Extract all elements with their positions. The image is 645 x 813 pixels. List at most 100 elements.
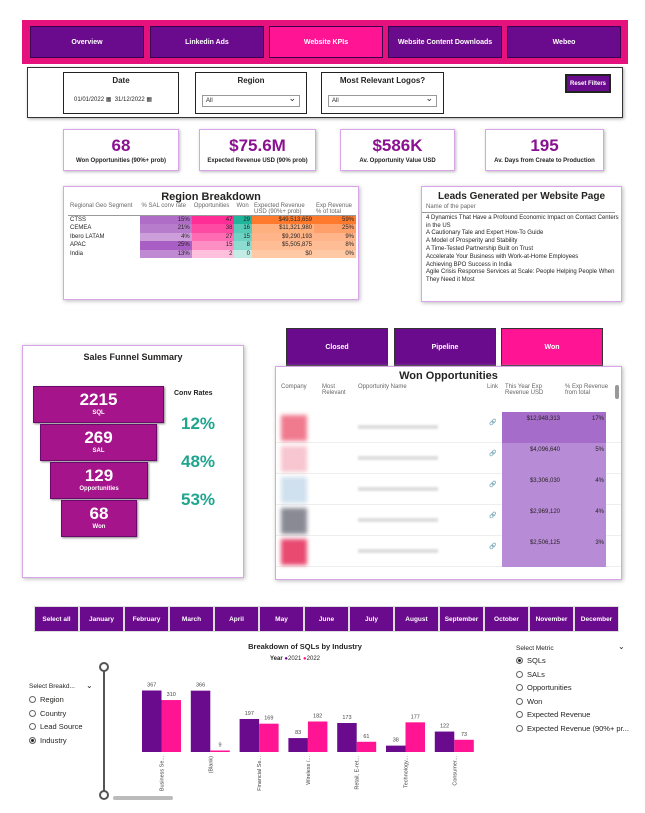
month-select-all[interactable]: Select all [34, 606, 79, 632]
bar-2021-1[interactable] [190, 690, 211, 752]
radio-industry[interactable]: Industry [29, 734, 83, 748]
month-march[interactable]: March [169, 606, 214, 632]
slider-handle[interactable] [99, 790, 109, 800]
bar-2021-4[interactable] [337, 723, 357, 752]
bar-2022-2[interactable] [259, 723, 279, 752]
legend-2021[interactable]: 2021 [287, 656, 302, 662]
chevron-down-icon[interactable]: ⌄ [618, 642, 625, 651]
list-item[interactable]: Achieving BPO Success in India [426, 261, 512, 268]
table-row[interactable]: 🔗 $2,969,120 4% [276, 505, 621, 536]
funnel-sal[interactable]: 269 SAL [40, 424, 157, 461]
bar-2021-0[interactable] [142, 690, 162, 752]
date-to-input[interactable]: 31/12/2022 [114, 97, 145, 103]
radio-expected-revenue-90-pr-[interactable]: Expected Revenue (90%+ pr... [516, 722, 629, 736]
radio-expected-revenue[interactable]: Expected Revenue [516, 708, 629, 722]
metric-label: Select Metric [516, 645, 554, 652]
month-october[interactable]: October [484, 606, 529, 632]
leads-header[interactable]: Name of the paper [422, 204, 615, 213]
col-header[interactable]: % Exp Revenue from total [565, 384, 609, 396]
legend-2022[interactable]: 2022 [306, 656, 320, 662]
list-item[interactable]: Accelerate Your Business with Work-at-Ho… [426, 253, 579, 260]
bar-2021-5[interactable] [386, 745, 406, 752]
radio-sqls[interactable]: SQLs [516, 654, 629, 668]
month-june[interactable]: June [304, 606, 349, 632]
tab-website-kpis[interactable]: Website KPIs [269, 26, 383, 58]
link-icon[interactable]: 🔗 [489, 482, 497, 488]
col-header[interactable]: Opportunity Name [358, 384, 407, 390]
funnel-sql[interactable]: 2215 SQL [33, 386, 164, 423]
tab-overview[interactable]: Overview [30, 26, 144, 58]
col-header[interactable]: Won [236, 203, 249, 209]
bar-2021-3[interactable] [288, 738, 308, 752]
table-row[interactable]: India 13% 2 0 $0 0% [68, 249, 356, 258]
col-header[interactable]: Link [487, 384, 499, 390]
month-february[interactable]: February [124, 606, 169, 632]
bar-2022-3[interactable] [307, 721, 328, 752]
table-row[interactable]: Ibero LATAM 4% 27 15 $9,290,193 9% [68, 232, 356, 241]
table-row[interactable]: 🔗 $3,306,030 4% [276, 474, 621, 505]
date-from-input[interactable]: 01/01/2022 [74, 97, 105, 103]
link-icon[interactable]: 🔗 [489, 451, 497, 457]
list-item[interactable]: 4 Dynamics That Have a Profound Economic… [426, 214, 619, 229]
month-august[interactable]: August [394, 606, 439, 632]
table-row[interactable]: 🔗 $12,948,313 17% [276, 412, 621, 443]
funnel-won[interactable]: 68 Won [61, 500, 137, 537]
radio-won[interactable]: Won [516, 695, 629, 709]
radio-region[interactable]: Region [29, 693, 83, 707]
list-item[interactable]: Agile Crisis Response Services at Scale:… [426, 269, 615, 284]
pipeline-button[interactable]: Pipeline [394, 328, 496, 366]
calendar-icon[interactable]: ▦ [105, 97, 112, 103]
logos-dropdown[interactable]: All [328, 93, 437, 107]
tab-linkedin-ads[interactable]: Linkedin Ads [150, 26, 264, 58]
col-header[interactable]: Company [281, 384, 307, 390]
radio-opportunities[interactable]: Opportunities [516, 681, 629, 695]
table-row[interactable]: 🔗 $4,096,640 5% [276, 443, 621, 474]
bar-2022-6[interactable] [454, 739, 474, 752]
link-icon[interactable]: 🔗 [489, 544, 497, 550]
col-header[interactable]: Exp Revenue % of total [316, 203, 353, 215]
bar-2021-6[interactable] [434, 731, 455, 752]
slider-handle[interactable] [99, 662, 109, 672]
list-item[interactable]: A Model of Prosperity and Stability [426, 238, 518, 245]
table-row[interactable]: APAC 25% 15 8 $5,505,875 8% [68, 241, 356, 250]
bar-2021-2[interactable] [239, 718, 260, 752]
col-header[interactable]: Most Relevant [322, 384, 346, 396]
radio-lead-source[interactable]: Lead Source [29, 720, 83, 734]
chart-scrollbar[interactable] [113, 796, 173, 800]
month-july[interactable]: July [349, 606, 394, 632]
month-january[interactable]: January [79, 606, 124, 632]
table-row[interactable]: CEMEA 21% 38 16 $11,321,980 25% [68, 224, 356, 233]
month-september[interactable]: September [439, 606, 484, 632]
col-header[interactable]: This Year Exp Revenue USD [505, 384, 544, 396]
table-row[interactable]: 🔗 $2,506,125 3% [276, 536, 621, 567]
bar-2022-5[interactable] [405, 722, 426, 752]
scrollbar[interactable] [615, 385, 619, 399]
bar-2022-0[interactable] [161, 700, 182, 752]
list-item[interactable]: A Time-Tested Partnership Built on Trust [426, 245, 534, 252]
month-december[interactable]: December [574, 606, 619, 632]
month-november[interactable]: November [529, 606, 574, 632]
table-row[interactable]: CTSS 15% 47 29 $49,513,659 59% [68, 215, 356, 224]
calendar-icon[interactable]: ▦ [146, 97, 153, 103]
col-header[interactable]: Opportunities [193, 203, 230, 209]
tab-website-content-downloads[interactable]: Website Content Downloads [388, 26, 502, 58]
bar-2022-1[interactable] [210, 750, 230, 752]
list-item[interactable]: A Cautionary Tale and Expert How-To Guid… [426, 230, 544, 237]
bar-2022-4[interactable] [356, 741, 377, 752]
funnel-opportunities[interactable]: 129 Opportunities [50, 462, 148, 499]
link-icon[interactable]: 🔗 [489, 513, 497, 519]
reset-filters-button[interactable]: Reset Filters [565, 74, 611, 93]
closed-button[interactable]: Closed [286, 328, 388, 366]
col-header[interactable]: Regional Geo Segment [70, 203, 133, 209]
col-header[interactable]: Expected Revenue USD (90%+ prob) [254, 203, 305, 215]
won-button[interactable]: Won [501, 328, 603, 366]
radio-country[interactable]: Country [29, 707, 83, 721]
tab-webeo[interactable]: Webeo [507, 26, 621, 58]
month-april[interactable]: April [214, 606, 259, 632]
link-icon[interactable]: 🔗 [489, 420, 497, 426]
month-may[interactable]: May [259, 606, 304, 632]
radio-sals[interactable]: SALs [516, 668, 629, 682]
col-header[interactable]: % SAL conv rate [141, 203, 186, 209]
region-dropdown[interactable]: All [202, 93, 300, 107]
chevron-down-icon[interactable]: ⌄ [86, 681, 93, 690]
